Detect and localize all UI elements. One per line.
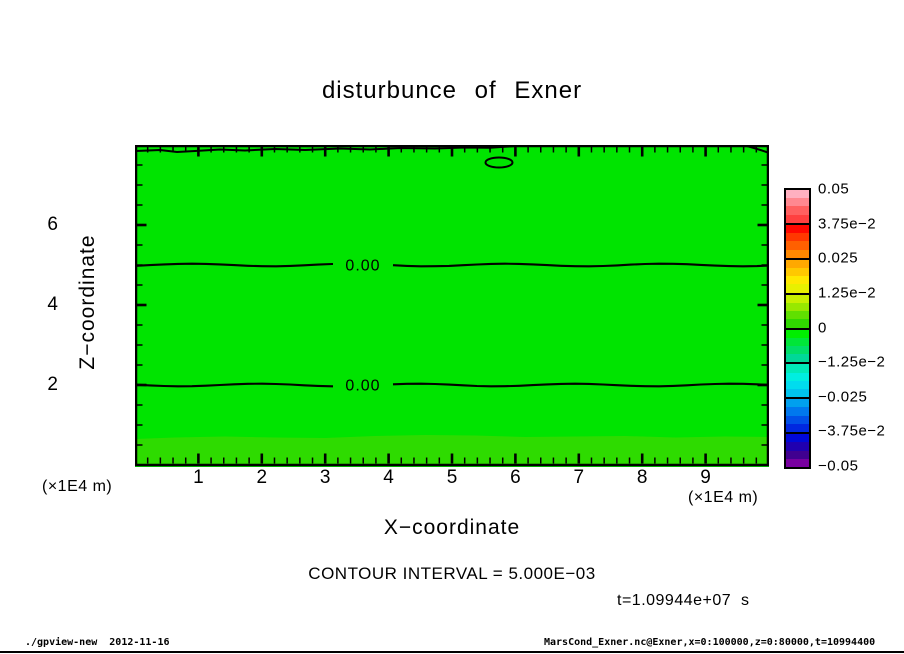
- x-tick-label: 1: [193, 467, 204, 488]
- colorbar-subband: [786, 190, 809, 199]
- x-tick-label: 8: [636, 467, 648, 488]
- zero-contour-line: [392, 382, 769, 388]
- colorbar-subband: [786, 302, 809, 312]
- colorbar-segment: [786, 432, 809, 467]
- x-tick-label: 7: [573, 467, 585, 488]
- colorbar-segment: [786, 190, 809, 223]
- colorbar-tick-label: −0.025: [818, 388, 868, 406]
- axis-ticks-group: [136, 146, 768, 464]
- colorbar-subband: [786, 337, 809, 346]
- colorbar-subband: [786, 311, 809, 320]
- colorbar-subband: [786, 329, 809, 338]
- contour-plot-area: 0.00 0.00: [135, 145, 769, 467]
- colorbar-subband: [786, 450, 809, 459]
- time-annotation: t=1.09944e+07 s: [617, 592, 750, 609]
- y-tick-label: 6: [47, 214, 58, 235]
- x-tick-label: 6: [510, 467, 521, 488]
- colorbar-subband: [786, 284, 809, 293]
- colorbar-subband: [786, 294, 809, 303]
- zero-contour-lines-group: 0.00 0.00: [135, 258, 769, 395]
- colorbar-tick-label: 0: [818, 319, 827, 336]
- y-axis-title: Z−coordinate: [76, 234, 99, 370]
- colorbar-subband: [786, 276, 809, 285]
- colorbar-segment: [786, 257, 809, 293]
- colorbar-subband: [786, 267, 809, 277]
- colorbar-subband: [786, 364, 809, 373]
- colorbar-segment: [786, 292, 809, 328]
- colorbar-subband: [786, 434, 809, 443]
- x-tick-label: 4: [383, 467, 394, 488]
- colorbar-subband: [786, 399, 809, 408]
- colorbar-subband: [786, 415, 809, 424]
- colorbar-segment: [786, 222, 809, 258]
- y-tick-label: 4: [47, 294, 58, 315]
- colorbar-subband: [786, 423, 809, 433]
- colorbar-tick-label: −3.75e−2: [818, 422, 886, 440]
- colorbar-subband: [786, 380, 809, 390]
- colorbar: [784, 188, 811, 469]
- colorbar-tick-label: 0.05: [818, 180, 850, 198]
- x-tick-label: 9: [700, 467, 711, 488]
- colorbar-subband: [786, 233, 809, 242]
- colorbar-tick-label: 0.025: [818, 249, 859, 267]
- x-axis-title: X−coordinate: [383, 516, 521, 539]
- footer-data-source: MarsCond_Exner.nc@Exner,x=0:100000,z=0:8…: [544, 637, 876, 648]
- contour-blob: [484, 156, 514, 169]
- colorbar-tick-label: −0.05: [818, 457, 859, 475]
- zero-contour-line: [135, 382, 333, 388]
- colorbar-subband: [786, 407, 809, 416]
- colorbar-subband: [786, 214, 809, 223]
- colorbar-tick-label: 1.25e−2: [818, 284, 877, 302]
- contour-interval-label: CONTOUR INTERVAL = 5.000E−03: [308, 564, 596, 583]
- colorbar-subband: [786, 345, 809, 355]
- contour-value-label: 0.00: [345, 258, 380, 275]
- colorbar-subband: [786, 354, 809, 363]
- x-axis-unit: (×1E4 m): [688, 489, 759, 506]
- colorbar-subband: [786, 224, 809, 234]
- colorbar-segment: [786, 327, 809, 363]
- colorbar-subband: [786, 241, 809, 250]
- colorbar-subband: [786, 206, 809, 215]
- colorbar-subband: [786, 389, 809, 398]
- contour-value-label: 0.00: [345, 378, 380, 395]
- colorbar-subband: [786, 319, 809, 328]
- zero-contour-line: [392, 262, 769, 268]
- x-tick-label: 3: [319, 467, 331, 488]
- y-tick-label: 2: [47, 374, 58, 395]
- colorbar-subband: [786, 442, 809, 451]
- y-axis-unit: (×1E4 m): [42, 478, 113, 495]
- x-tick-label: 5: [446, 467, 458, 488]
- colorbar-tick-label: −1.25e−2: [818, 353, 886, 371]
- colorbar-segment: [786, 397, 809, 433]
- fill-bottom-band: [135, 435, 769, 466]
- colorbar-subband: [786, 259, 809, 268]
- plot-frame: [135, 145, 769, 467]
- chart-title: disturbunce of Exner: [321, 77, 583, 104]
- fill-main-region: [135, 145, 769, 467]
- footer-command-line: ./gpview-new 2012-11-16: [25, 637, 170, 648]
- colorbar-subband: [786, 372, 809, 381]
- colorbar-subband: [786, 249, 809, 258]
- colorbar-tick-label: 3.75e−2: [818, 215, 877, 233]
- bottom-rule: [0, 651, 904, 653]
- x-tick-label: 2: [256, 467, 268, 488]
- colorbar-segment: [786, 362, 809, 398]
- zero-contour-line: [135, 262, 333, 268]
- colorbar-subband: [786, 458, 809, 467]
- colorbar-subband: [786, 198, 809, 207]
